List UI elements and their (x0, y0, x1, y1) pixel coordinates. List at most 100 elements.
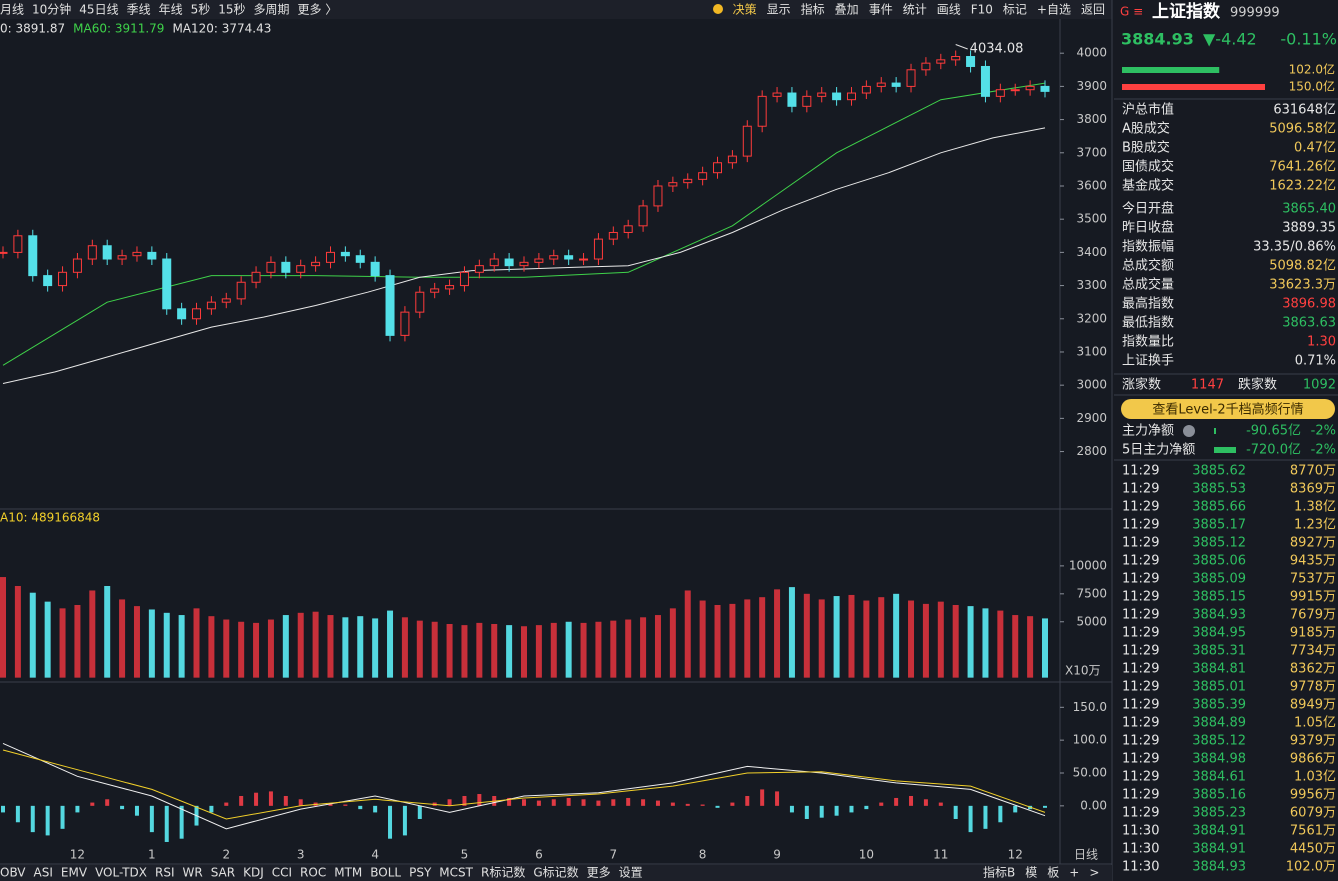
toolbar-item[interactable]: +自选 (1037, 3, 1071, 17)
macd-bar (879, 802, 884, 806)
toolbar-item[interactable]: 10分钟 (32, 2, 71, 17)
stat-value: 0.47亿 (1294, 141, 1336, 156)
y-tick-label: 3700 (1076, 145, 1107, 159)
volume-bar (967, 606, 974, 678)
indicator-tab[interactable]: R标记数 (481, 865, 525, 880)
trade-price: 3885.53 (1192, 482, 1246, 497)
level2-button[interactable] (1121, 399, 1335, 419)
stat-label: 今日开盘 (1122, 201, 1174, 217)
indicator-tab[interactable]: MCST (439, 866, 473, 880)
indicator-tab[interactable]: ROC (300, 866, 326, 880)
macd-bar (864, 805, 869, 810)
toolbar-item[interactable]: 季线 (127, 3, 151, 17)
toolbar-item[interactable]: 决策 (733, 3, 757, 17)
volume-bar (387, 610, 394, 678)
macd-bar (730, 802, 735, 806)
ma-legend: MA120: 3774.43 (172, 22, 271, 36)
toolbar-item[interactable]: 更多 〉 (298, 3, 338, 17)
candle (772, 92, 782, 97)
stat-label: A股成交 (1122, 121, 1170, 137)
indicator-tab[interactable]: CCI (272, 866, 292, 880)
toolbar-item[interactable]: 事件 (869, 3, 893, 17)
toolbar-item[interactable]: 45日线 (79, 3, 118, 17)
macd-bar (224, 802, 229, 806)
trade-price: 3885.31 (1192, 644, 1246, 659)
candle (638, 205, 648, 227)
volume-bar (774, 589, 781, 678)
volume-bar (401, 617, 408, 678)
volume-bar (297, 612, 304, 678)
y-tick-label: 2800 (1076, 444, 1107, 458)
trade-price: 3885.39 (1192, 698, 1246, 713)
stat-label: 总成交额 (1122, 258, 1174, 274)
tab-button[interactable]: 指标B (983, 865, 1015, 880)
candle (1025, 85, 1035, 91)
toolbar-item[interactable]: F10 (971, 3, 993, 17)
trade-time: 11:30 (1122, 860, 1159, 875)
trade-amount: 4450万 (1290, 842, 1336, 857)
toolbar-item[interactable]: 画线 (937, 3, 961, 17)
toolbar-item[interactable]: 显示 (767, 3, 791, 17)
tab-button[interactable]: + (1069, 866, 1079, 880)
indicator-tab[interactable]: OBV (0, 866, 26, 880)
indicator-tab[interactable]: WR (183, 866, 203, 880)
toolbar-item[interactable]: 15秒 (218, 3, 245, 17)
toolbar-item[interactable]: 标记 (1003, 3, 1027, 17)
volume-bar (342, 617, 349, 678)
y-tick-label: 3100 (1076, 344, 1107, 358)
y-tick-label: 3900 (1076, 79, 1107, 93)
candle (504, 258, 514, 267)
trade-time: 11:30 (1122, 842, 1159, 857)
trade-price: 3885.06 (1192, 554, 1246, 569)
indicator-tab[interactable]: PSY (409, 866, 432, 880)
toolbar-item[interactable]: 多周期 (254, 3, 290, 17)
volume-bar (29, 592, 36, 678)
trade-amount: 8949万 (1290, 698, 1336, 713)
stat-value: 5098.82亿 (1269, 259, 1336, 274)
trade-price: 3885.12 (1192, 734, 1246, 749)
x-tick-label: 6 (535, 848, 543, 862)
indicator-tab[interactable]: 设置 (619, 866, 643, 880)
trade-amount: 6079万 (1290, 806, 1336, 821)
indicator-tab[interactable]: BOLL (370, 866, 401, 880)
toolbar-item[interactable]: 指标 (801, 2, 825, 17)
indicator-tab[interactable]: VOL-TDX (95, 866, 147, 880)
stat-value: 631648亿 (1273, 103, 1336, 118)
toolbar-item[interactable]: 月线 (0, 3, 24, 17)
volume-bar (327, 615, 334, 678)
macd-bar (239, 795, 244, 806)
tab-button[interactable]: > (1089, 866, 1099, 880)
quote-pct: -0.11% (1280, 30, 1337, 49)
indicator-tab[interactable]: EMV (61, 866, 88, 880)
candle (817, 92, 827, 97)
volume-bar (818, 599, 825, 678)
indicator-tab[interactable]: SAR (211, 866, 235, 880)
y-tick-label: 3300 (1076, 278, 1107, 292)
macd-bar (834, 805, 839, 816)
trade-price: 3884.98 (1192, 752, 1246, 767)
macd-bar (760, 789, 765, 806)
tab-button[interactable]: 模 (1025, 866, 1037, 880)
trade-amount: 9435万 (1290, 554, 1336, 569)
indicator-tab[interactable]: 更多 (587, 866, 611, 880)
volume-bar (133, 606, 140, 678)
indicator-tab[interactable]: ASI (34, 866, 53, 880)
macd-bar (566, 797, 571, 806)
indicator-tab[interactable]: MTM (334, 866, 362, 880)
toolbar-item[interactable]: 5秒 (191, 3, 211, 17)
toolbar-item[interactable]: 返回 (1081, 3, 1105, 17)
indicator-tab[interactable]: KDJ (243, 866, 264, 880)
tab-button[interactable]: 板 (1047, 866, 1059, 880)
volume-bar (982, 608, 989, 678)
indicator-tab[interactable]: G标记数 (533, 865, 578, 880)
candle (579, 258, 589, 261)
toolbar-item[interactable]: 叠加 (835, 3, 859, 17)
toolbar-item[interactable]: 统计 (903, 3, 927, 17)
stat-label: 指数振幅 (1122, 240, 1174, 255)
toolbar-item[interactable]: 年线 (159, 3, 183, 17)
candle (549, 255, 559, 260)
volume-bar (119, 599, 126, 678)
candle (385, 275, 395, 336)
macd-bar (536, 800, 541, 806)
indicator-tab[interactable]: RSI (155, 866, 175, 880)
